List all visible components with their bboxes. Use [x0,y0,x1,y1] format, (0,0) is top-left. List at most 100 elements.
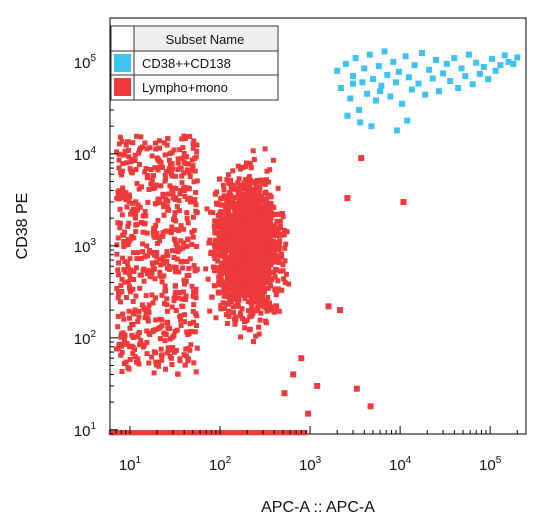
cluster-point [277,218,283,224]
cluster-point [262,249,268,255]
cluster-point [250,310,256,316]
cluster-point [119,276,125,282]
cluster-point [225,294,231,299]
cd38-point [419,50,425,56]
cluster-point [124,295,129,300]
cluster-point [123,142,129,148]
cluster-point [172,328,178,334]
cluster-point [158,346,164,352]
cluster-point [116,341,122,347]
cluster-point [247,292,253,298]
cluster-point [268,269,274,275]
cd38-point [469,81,476,88]
cluster-point [133,229,139,235]
cluster-point [223,301,229,307]
cluster-point [281,227,287,233]
cluster-point [130,322,136,327]
cluster-point [257,317,263,323]
cluster-point [251,217,257,223]
cluster-point [251,157,257,162]
cluster-point [246,176,252,182]
cluster-point [228,240,234,246]
cluster-point [278,211,284,217]
cluster-point [157,256,162,262]
cluster-point [133,166,139,172]
cluster-point [225,232,231,238]
cluster-point [236,222,242,228]
cluster-point [176,198,182,204]
cluster-point [225,172,231,178]
cluster-point [150,300,156,306]
cd38-point [422,91,429,98]
cluster-point [172,292,178,298]
cluster-point [131,311,137,317]
cluster-point [229,292,235,298]
cluster-point [265,261,271,267]
cluster-point [136,150,142,156]
cluster-point [243,282,249,288]
cluster-point [237,166,243,172]
cluster-point [171,298,177,304]
cluster-point [223,228,228,234]
cluster-point [124,160,130,166]
cluster-point [155,240,160,246]
cluster-point [130,250,136,256]
cluster-point [163,288,168,294]
cluster-point [170,191,176,197]
cluster-point [252,192,258,198]
cluster-point [263,189,269,195]
cluster-point [161,258,167,264]
cluster-point [261,289,267,295]
cluster-point [159,357,165,363]
cd38-point [402,53,409,60]
cluster-point [145,175,151,180]
cluster-point [217,176,223,182]
cluster-point [253,333,259,339]
cluster-point [174,347,179,353]
cluster-point [247,183,253,189]
cluster-point [233,253,239,259]
cluster-point [240,250,246,256]
cluster-point [118,334,124,340]
cluster-point [122,336,127,342]
cluster-point [184,243,190,249]
cluster-point [180,289,186,295]
cluster-point [238,310,244,316]
cluster-point [254,275,260,281]
cluster-point [163,197,169,202]
cluster-point [155,217,161,223]
cluster-point [247,281,253,287]
cluster-point [176,228,182,234]
cluster-point [221,264,227,270]
cd38-point [359,79,366,86]
cluster-point [162,301,167,307]
cluster-point [150,229,156,235]
cluster-point [154,231,160,236]
cd38-point [393,79,399,86]
cluster-point [161,140,167,146]
cluster-point [127,344,133,350]
cluster-point [259,193,265,199]
cluster-point [133,265,139,271]
cluster-point [257,185,263,190]
cluster-point [229,276,235,282]
cluster-point [130,200,135,206]
cluster-point [119,350,125,355]
cluster-point [156,363,162,369]
cluster-point [146,330,152,336]
cluster-point [122,269,128,275]
cluster-point [156,359,161,365]
lympho-point [273,303,280,310]
cluster-point [132,152,138,158]
cluster-point [249,303,255,309]
cluster-point [257,262,263,268]
cluster-point [228,245,234,251]
cluster-point [168,229,174,235]
cluster-point [115,313,121,319]
cluster-point [132,354,138,360]
cluster-point [143,293,149,299]
cluster-point [212,256,218,261]
cluster-point [180,245,186,251]
cluster-point [115,324,121,330]
cluster-point [265,294,271,300]
